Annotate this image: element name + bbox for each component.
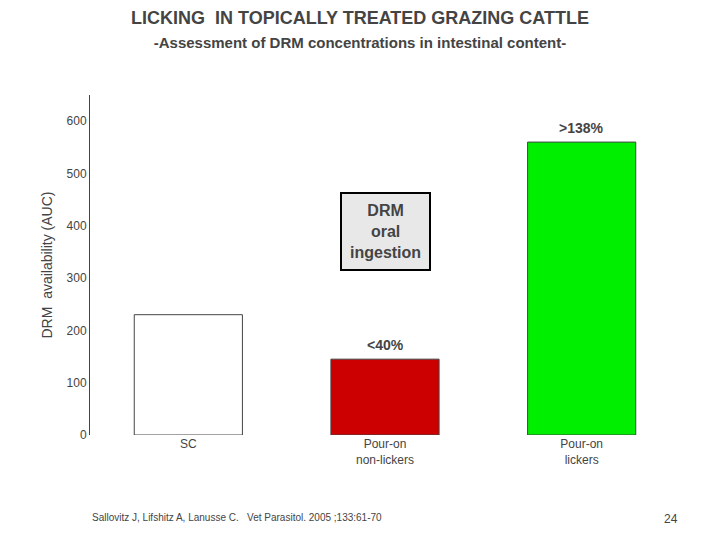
svg-text:100: 100 (67, 376, 87, 390)
svg-text:SC: SC (180, 437, 197, 451)
svg-text:<40%: <40% (367, 337, 404, 353)
svg-text:Pour-onnon-lickers: Pour-onnon-lickers (356, 437, 414, 467)
svg-text:24: 24 (664, 512, 678, 526)
svg-text:0: 0 (80, 428, 87, 442)
svg-text:300: 300 (67, 271, 87, 285)
svg-text:DRM availability (AUC): DRM availability (AUC) (39, 191, 55, 338)
svg-text:Pour-onlickers: Pour-onlickers (560, 437, 603, 467)
svg-text:DRMoralingestion: DRMoralingestion (350, 202, 421, 261)
svg-text:600: 600 (67, 114, 87, 128)
svg-text:400: 400 (67, 219, 87, 233)
svg-text:Sallovitz J, Lifshitz A, Lanus: Sallovitz J, Lifshitz A, Lanusse C. Vet … (92, 512, 382, 523)
svg-text:500: 500 (67, 167, 87, 181)
svg-text:>138%: >138% (559, 120, 604, 136)
svg-text:LICKING IN TOPICALLY TREATED: LICKING IN TOPICALLY TREATED GRAZING CAT… (131, 8, 589, 50)
svg-text:200: 200 (67, 324, 87, 338)
